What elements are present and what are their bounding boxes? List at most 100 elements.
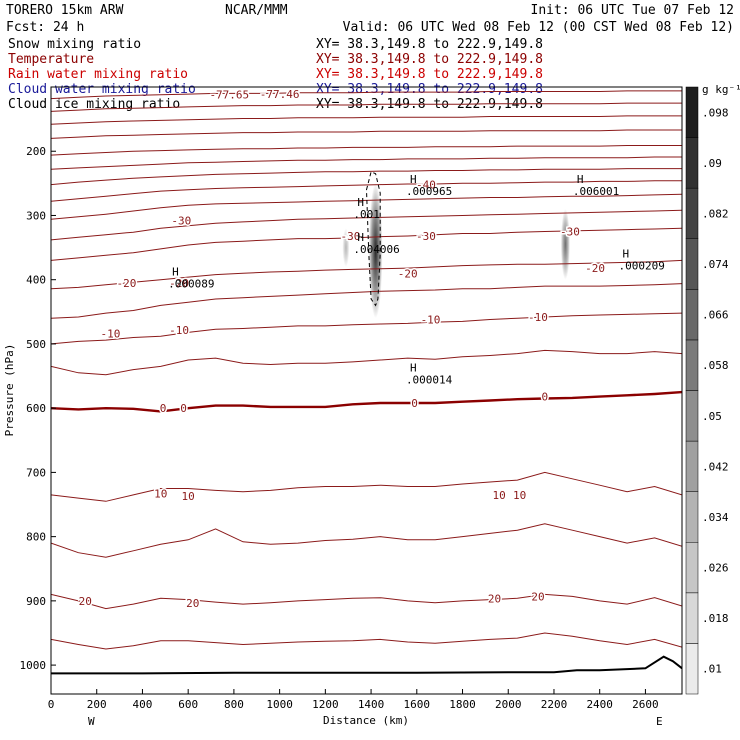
extremum-value: .001 [353, 208, 380, 221]
contour-label: 0 [180, 402, 187, 415]
colorbar-swatch [685, 592, 699, 644]
extremum-mark: H [410, 173, 417, 186]
isotherm-line [51, 180, 682, 202]
extremum-value: .000209 [619, 260, 665, 273]
plot-frame [50, 86, 683, 695]
x-tick-label: 2400 [586, 698, 613, 711]
contour-label: -10 [421, 314, 441, 327]
extremum-mark: H [357, 231, 364, 244]
y-tick-label: 200 [26, 145, 46, 158]
extremum-value: .006001 [573, 185, 619, 198]
extremum-mark: H [172, 266, 179, 279]
extremum-value: .004006 [353, 243, 399, 256]
colorbar-swatch [685, 86, 699, 138]
y-tick-label: 900 [26, 595, 46, 608]
contour-label: 20 [186, 597, 199, 610]
contour-label: -10 [101, 328, 121, 341]
isotherm-line [51, 115, 682, 125]
x-tick-label: 1000 [266, 698, 293, 711]
colorbar-label: .05 [702, 410, 722, 423]
colorbar-swatch [685, 390, 699, 442]
field-name: Rain water mixing ratio [8, 67, 188, 82]
contour-label: 20 [79, 595, 92, 608]
cloud-ice-contour [365, 171, 381, 307]
colorbar-swatch [685, 289, 699, 341]
colorbar-unit: g kg⁻¹ [702, 83, 740, 96]
contour-label: 10 [154, 488, 167, 501]
isotherm-line [51, 632, 682, 650]
plot-area: -77.65 -77.46 -40 -30 -30 -30 -30 -20 -20 -20 -20 -… [51, 87, 682, 675]
x-tick-label: 2600 [632, 698, 659, 711]
isotherm-lines [51, 90, 682, 650]
isotherm-line [51, 283, 682, 319]
isotherm-line [51, 227, 682, 261]
isotherm-line [51, 523, 682, 558]
field-xy: XY= 38.3,149.8 to 222.9,149.8 [316, 67, 543, 82]
isotherm-line [51, 90, 682, 100]
x-axis-label: Distance (km) [323, 714, 409, 727]
contour-label: 10 [513, 489, 526, 502]
isotherm-line [51, 349, 682, 376]
y-axis-label: Pressure (hPa) [3, 344, 16, 437]
isotherm-line [51, 129, 682, 139]
colorbar-swatch [685, 542, 699, 594]
extremum-value: .000014 [406, 373, 453, 386]
contour-label: -30 [416, 230, 436, 243]
extremum-mark: H [357, 196, 364, 209]
colorbar: .01 .018 .026 .034 .042 .05 .058 .066 .074 .082 .0… [685, 83, 740, 695]
west-end-label: W [88, 715, 95, 728]
x-tick-label: 1400 [358, 698, 385, 711]
contour-label: 20 [531, 590, 544, 603]
extremum-mark: H [577, 173, 584, 186]
colorbar-label: .098 [702, 106, 729, 119]
contour-label: 0 [411, 397, 418, 410]
colorbar-label: .074 [702, 258, 729, 271]
y-tick-label: 400 [26, 274, 46, 287]
contour-label: 0 [160, 402, 167, 415]
x-tick-label: 1200 [312, 698, 339, 711]
y-axis: 200 300 400 500 600 700 800 900 1000 [20, 145, 56, 672]
extremum-value: .000089 [168, 278, 214, 291]
colorbar-swatch [685, 238, 699, 290]
colorbar-swatch [685, 339, 699, 391]
colorbar-label: .082 [702, 207, 729, 220]
colorbar-label: .058 [702, 359, 729, 372]
contour-label: -30 [341, 230, 361, 243]
contour-label: -77.46 [260, 88, 300, 101]
colorbar-label: .09 [702, 157, 722, 170]
x-tick-label: 600 [178, 698, 198, 711]
snow-plume [560, 209, 570, 280]
y-tick-label: 800 [26, 531, 46, 544]
x-tick-label: 0 [48, 698, 55, 711]
x-tick-label: 2200 [541, 698, 568, 711]
isotherm-line [51, 102, 682, 112]
terrain-surface [51, 655, 682, 675]
x-tick-label: 400 [133, 698, 153, 711]
contour-label: 20 [488, 592, 501, 605]
contour-label: -10 [169, 324, 189, 337]
colorbar-label: .01 [702, 663, 722, 676]
x-tick-label: 800 [224, 698, 244, 711]
field-name: Temperature [8, 52, 94, 67]
colorbar-swatch [685, 187, 699, 240]
isotherm-line [51, 390, 682, 413]
colorbar-swatch [685, 491, 699, 543]
isotherm-line [51, 168, 682, 186]
contour-label: -40 [416, 179, 436, 192]
valid-time: Valid: 06 UTC Wed 08 Feb 12 (00 CST Wed … [343, 20, 734, 35]
isotherm-line [51, 593, 682, 610]
x-tick-label: 200 [87, 698, 107, 711]
ice-contour [365, 171, 381, 307]
model-title: TORERO 15km ARW [6, 3, 124, 18]
contour-labels: -77.65 -77.46 -40 -30 -30 -30 -30 -20 -20 -20 -20 -… [77, 87, 606, 611]
field-xy: XY= 38.3,149.8 to 222.9,149.8 [316, 37, 543, 52]
x-tick-label: 1800 [449, 698, 476, 711]
contour-label: 10 [492, 489, 505, 502]
isotherm-line [51, 156, 682, 170]
east-end-label: E [656, 715, 663, 728]
init-time: Init: 06 UTC Tue 07 Feb 12 [531, 3, 735, 18]
colorbar-label: .018 [702, 612, 729, 625]
colorbar-swatch [685, 137, 699, 189]
